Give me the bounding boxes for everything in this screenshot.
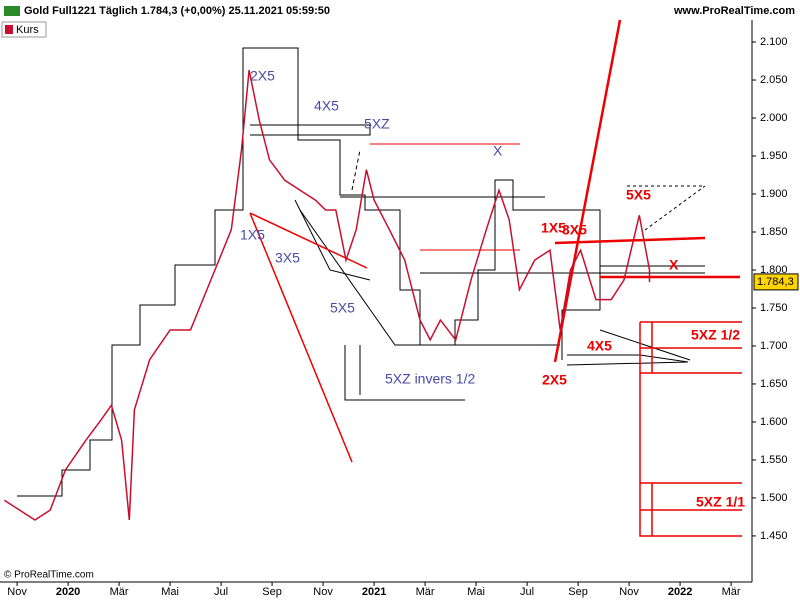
y-tick-label: 1.700	[760, 340, 788, 352]
annotation: X	[669, 257, 679, 273]
annotation: 1X5	[240, 227, 265, 243]
y-tick-label: 1.450	[760, 530, 788, 542]
red-bracket	[639, 322, 742, 537]
line	[344, 345, 465, 401]
annotation: 4X5	[587, 338, 612, 354]
x-tick-label: Mär	[110, 586, 129, 598]
y-tick-label: 1.950	[760, 150, 788, 162]
annotation: 5XZ	[364, 116, 390, 132]
step-line	[17, 47, 601, 497]
drawings	[17, 19, 742, 537]
y-tick-label: 1.500	[760, 492, 788, 504]
annotation: 3X5	[562, 222, 587, 238]
price-line	[3, 69, 651, 521]
x-tick-label: Sep	[262, 586, 282, 598]
x-tick-label: 2020	[56, 586, 80, 598]
logo	[4, 6, 20, 16]
dashed-line	[351, 149, 361, 191]
annotation: 5XZ 1/1	[696, 494, 745, 510]
red-line	[249, 212, 368, 269]
red-line	[249, 212, 353, 463]
annotation: 4X5	[314, 98, 339, 114]
legend-swatch	[5, 25, 13, 34]
y-tick-label: 1.750	[760, 302, 788, 314]
last-price-tag	[753, 273, 799, 291]
y-tick-label: 2.100	[760, 36, 788, 48]
last-price-label: 1.784,3	[757, 276, 794, 288]
copyright: © ProRealTime.com	[4, 570, 94, 581]
source: www.ProRealTime.com	[673, 5, 795, 17]
red-line	[553, 19, 622, 363]
x-tick-label: Mai	[467, 586, 485, 598]
annotation: 5XZ invers 1/2	[385, 371, 475, 387]
x-tick-label: Nov	[7, 586, 27, 598]
x-tick-label: Jul	[520, 586, 534, 598]
annotation: 3X5	[275, 250, 300, 266]
annotation: 5X5	[330, 300, 355, 316]
box-line	[250, 124, 371, 136]
annotation: 2X5	[250, 68, 275, 84]
y-tick-label: 1.850	[760, 226, 788, 238]
chart-title: Gold Full1221 Täglich 1.784,3 (+0,00%) 2…	[24, 5, 330, 17]
line	[566, 354, 689, 366]
x-tick-label: Sep	[568, 586, 588, 598]
x-tick-label: Nov	[313, 586, 333, 598]
x-tick-label: Mär	[722, 586, 741, 598]
x-tick-label: 2022	[668, 586, 692, 598]
x-tick-label: Mai	[161, 586, 179, 598]
dashed-line	[644, 185, 706, 231]
y-tick-label: 1.650	[760, 378, 788, 390]
annotation: 2X5	[542, 372, 567, 388]
line	[294, 199, 371, 281]
annotation: 5X5	[626, 187, 651, 203]
x-tick-label: 2021	[362, 586, 386, 598]
y-tick-label: 1.900	[760, 188, 788, 200]
annotation: X	[493, 143, 503, 159]
x-tick-label: Mär	[416, 586, 435, 598]
annotations: 2X5 4X5 5XZ X 1X5 3X5 5X5 5XZ invers 1/2…	[240, 68, 745, 510]
y-tick-label: 2.000	[760, 112, 788, 124]
annotation: 5XZ 1/2	[691, 327, 740, 343]
line	[299, 209, 560, 346]
legend-label: Kurs	[16, 24, 39, 36]
line	[599, 329, 691, 361]
y-tick-label: 1.550	[760, 454, 788, 466]
annotation: 1X5	[541, 220, 566, 236]
x-tick-label: Nov	[619, 586, 639, 598]
y-tick-label: 2.050	[760, 74, 788, 86]
y-tick-label: 1.600	[760, 416, 788, 428]
header-bg	[0, 0, 800, 20]
y-tick-label: 1.800	[760, 264, 788, 276]
x-tick-label: Jul	[214, 586, 228, 598]
red-line	[554, 236, 706, 245]
